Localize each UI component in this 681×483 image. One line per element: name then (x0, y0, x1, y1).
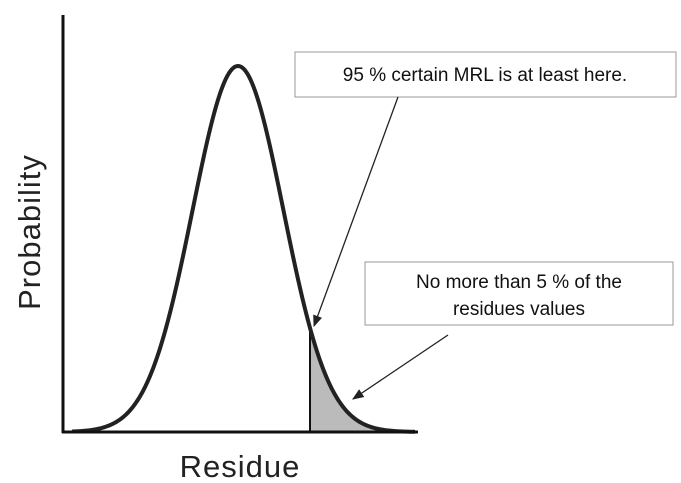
annotation-text: 95 % certain MRL is at least here. (343, 65, 627, 86)
bell-curve (71, 63, 416, 434)
arrow (352, 334, 449, 400)
annotation-text: No more than 5 % of the (416, 272, 622, 293)
annotation-box (294, 51, 677, 98)
annotation-box (364, 261, 674, 326)
x-axis-label: Residue (180, 449, 301, 483)
annotation-text: residues values (453, 299, 585, 320)
arrow (313, 96, 399, 328)
y-axis-label: Probability (12, 154, 47, 310)
